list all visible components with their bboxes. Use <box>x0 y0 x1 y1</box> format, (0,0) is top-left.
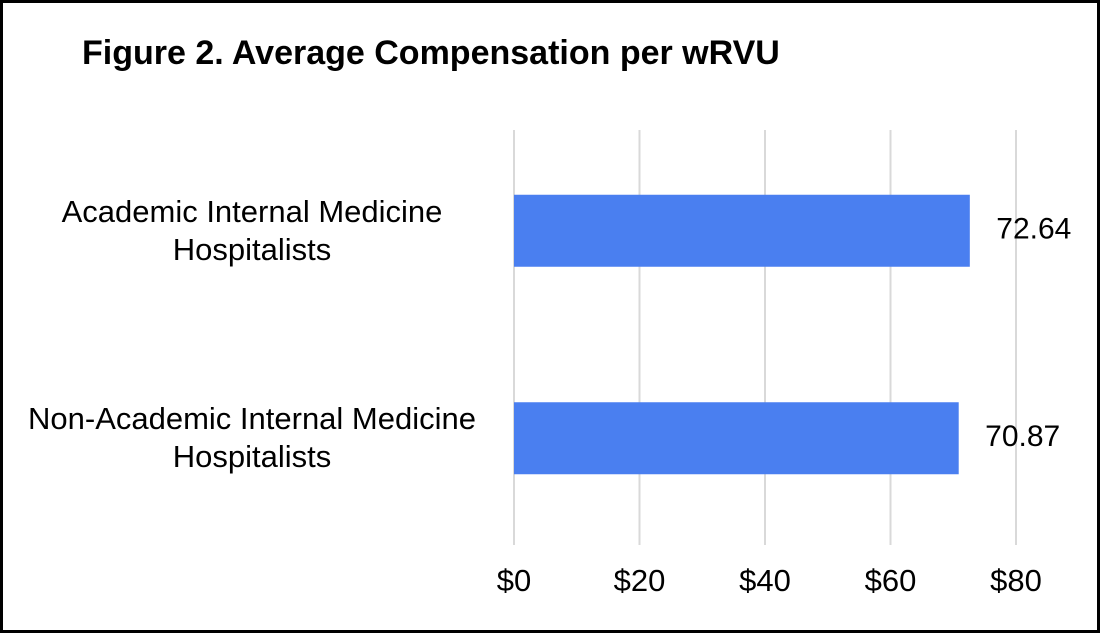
bar <box>514 194 970 267</box>
x-tick-label: $80 <box>990 563 1042 598</box>
category-text: Academic Internal Medicine Hospitalists <box>61 193 443 267</box>
category-label: Non-Academic Internal Medicine Hospitali… <box>12 400 482 476</box>
value-label: 70.87 <box>985 420 1060 453</box>
bar <box>514 402 959 475</box>
category-label: Academic Internal Medicine Hospitalists <box>12 193 482 269</box>
chart-title: Figure 2. Average Compensation per wRVU <box>82 34 780 72</box>
x-tick-label: $20 <box>614 563 666 598</box>
category-text: Non-Academic Internal Medicine Hospitali… <box>28 401 476 475</box>
x-tick-label: $0 <box>497 563 531 598</box>
x-tick-label: $60 <box>865 563 917 598</box>
value-label: 72.64 <box>996 213 1071 246</box>
x-tick-label: $40 <box>739 563 791 598</box>
